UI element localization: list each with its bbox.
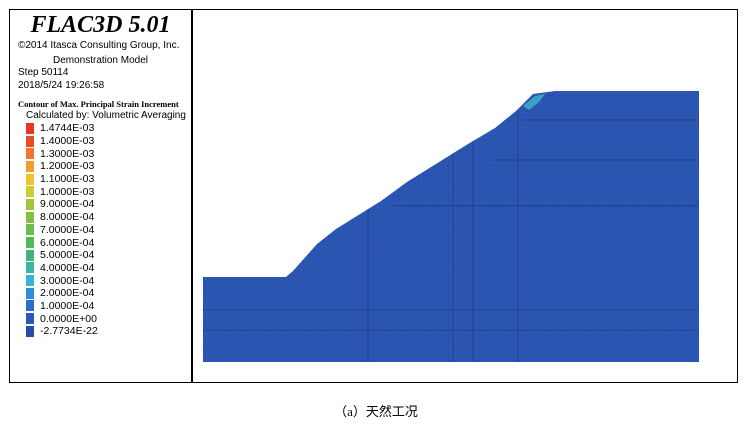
scale-swatch	[26, 148, 34, 160]
scale-label: 3.0000E-04	[40, 274, 95, 287]
legend-panel: FLAC3D 5.01 ©2014 Itasca Consulting Grou…	[10, 10, 191, 382]
scale-label: 0.0000E+00	[40, 312, 97, 325]
scale-label: 4.0000E-04	[40, 261, 95, 274]
scale-swatch	[26, 198, 34, 210]
scale-swatch	[26, 325, 34, 337]
scale-row: 4.0000E-04	[26, 262, 98, 275]
scale-label: 1.1000E-03	[40, 173, 95, 186]
scale-swatch	[26, 249, 34, 261]
step-text: Step 50114	[18, 67, 69, 78]
scale-swatch	[26, 287, 34, 299]
slope-mesh	[203, 91, 699, 362]
scale-row: -2.7734E-22	[26, 325, 98, 338]
scale-row: 3.0000E-04	[26, 274, 98, 287]
scale-swatch	[26, 275, 34, 287]
scale-row: 5.0000E-04	[26, 249, 98, 262]
scale-label: 5.0000E-04	[40, 249, 95, 262]
scale-row: 7.0000E-04	[26, 224, 98, 237]
scale-label: 1.0000E-04	[40, 299, 95, 312]
scale-swatch	[26, 300, 34, 312]
scale-label: -2.7734E-22	[40, 325, 98, 338]
scale-swatch	[26, 237, 34, 249]
calc-method: Calculated by: Volumetric Averaging	[26, 110, 186, 121]
scale-row: 6.0000E-04	[26, 236, 98, 249]
scale-row: 1.4744E-03	[26, 122, 98, 135]
scale-swatch	[26, 262, 34, 274]
scale-row: 2.0000E-04	[26, 287, 98, 300]
scale-label: 1.0000E-03	[40, 185, 95, 198]
datetime-text: 2018/5/24 19:26:58	[18, 80, 105, 91]
scale-label: 6.0000E-04	[40, 236, 95, 249]
contour-title: Contour of Max. Principal Strain Increme…	[18, 99, 179, 109]
scale-label: 2.0000E-04	[40, 287, 95, 300]
scale-row: 1.1000E-03	[26, 173, 98, 186]
scale-row: 9.0000E-04	[26, 198, 98, 211]
scale-row: 0.0000E+00	[26, 312, 98, 325]
scale-swatch	[26, 135, 34, 147]
scale-label: 8.0000E-04	[40, 211, 95, 224]
scale-row: 1.2000E-03	[26, 160, 98, 173]
scale-row: 1.3000E-03	[26, 147, 98, 160]
model-view	[193, 10, 737, 382]
color-scale: 1.4744E-03 1.4000E-03 1.3000E-03 1.2000E-03…	[26, 122, 98, 338]
scale-swatch	[26, 224, 34, 236]
scale-label: 1.4744E-03	[40, 122, 95, 135]
model-name: Demonstration Model	[52, 55, 149, 66]
panel-divider	[191, 10, 193, 382]
scale-swatch	[26, 313, 34, 325]
scale-swatch	[26, 173, 34, 185]
software-title: FLAC3D 5.01	[30, 12, 171, 38]
scale-label: 9.0000E-04	[40, 198, 95, 211]
copyright-text: ©2014 Itasca Consulting Group, Inc.	[18, 40, 180, 51]
scale-swatch	[26, 186, 34, 198]
scale-swatch	[26, 160, 34, 172]
layer-lines	[203, 110, 699, 362]
scale-swatch	[26, 211, 34, 223]
scale-swatch	[26, 122, 34, 134]
figure-frame: FLAC3D 5.01 ©2014 Itasca Consulting Grou…	[9, 9, 738, 383]
scale-label: 1.2000E-03	[40, 160, 95, 173]
scale-label: 1.4000E-03	[40, 135, 95, 148]
scale-label: 7.0000E-04	[40, 223, 95, 236]
strain-highlight	[523, 94, 545, 110]
scale-row: 1.0000E-04	[26, 300, 98, 313]
scale-label: 1.3000E-03	[40, 147, 95, 160]
scale-row: 1.4000E-03	[26, 135, 98, 148]
scale-row: 1.0000E-03	[26, 185, 98, 198]
mesh-grid	[203, 91, 699, 362]
figure-caption: （a）天然工况	[334, 404, 418, 419]
scale-row: 8.0000E-04	[26, 211, 98, 224]
